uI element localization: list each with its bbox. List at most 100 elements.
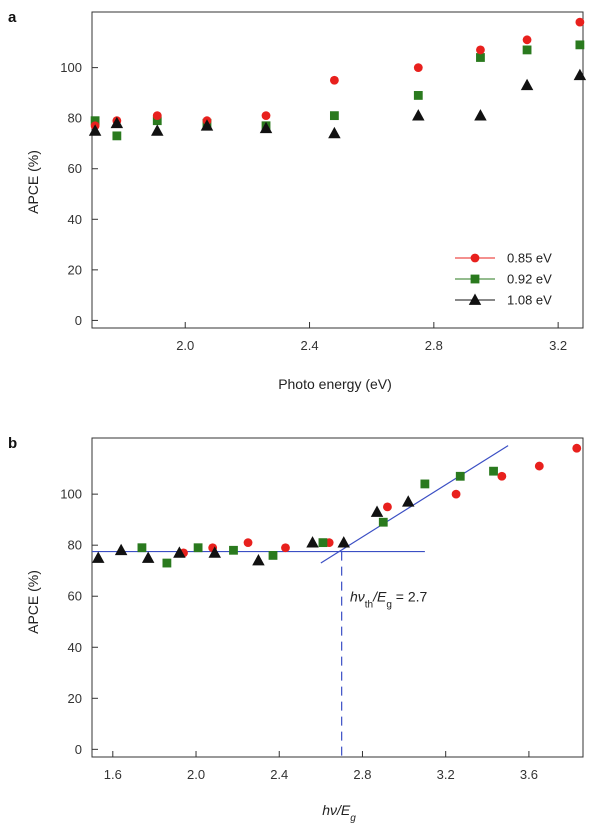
data-point-triangle [401, 495, 415, 507]
y-tick-label: 0 [75, 742, 82, 757]
data-point-circle [413, 63, 423, 73]
data-point-circle [497, 471, 507, 481]
x-tick-label: 2.4 [270, 767, 288, 782]
y-tick-label: 60 [68, 161, 82, 176]
data-point-triangle [200, 119, 214, 131]
data-point-square [229, 545, 238, 555]
data-point-square [268, 550, 278, 560]
data-point-square [137, 543, 147, 553]
data-point-square [162, 558, 172, 568]
data-point-circle [281, 543, 290, 553]
data-point-square [413, 91, 423, 100]
data-point-circle [451, 489, 461, 499]
panel-a-letter: a [8, 9, 17, 26]
data-point-triangle [110, 116, 124, 129]
data-point-circle [243, 538, 253, 548]
x-tick-label: 2.8 [425, 338, 443, 353]
panel-a: a 0 20 40 60 80 100 2.0 2.4 2.8 3.2 APCE (%) Phot… [8, 9, 587, 392]
annot-part3: = 2.7 [392, 588, 428, 604]
annot-sub1: th [365, 599, 373, 610]
annot-part1: hν [350, 588, 365, 604]
legend-marker-circle [470, 253, 480, 263]
y-tick-label: 40 [68, 640, 82, 655]
data-point-triangle [151, 124, 164, 136]
y-tick-label: 80 [68, 111, 82, 126]
data-point-circle [329, 75, 339, 85]
panel-a-ticks: 0 20 40 60 80 100 2.0 2.4 2.8 3.2 [60, 60, 567, 353]
data-point-square [455, 471, 465, 481]
data-point-triangle [88, 124, 102, 136]
data-point-circle [575, 17, 585, 27]
data-point-square [318, 538, 328, 548]
data-point-square [378, 517, 388, 527]
legend-marker-square [470, 274, 480, 284]
panel-b-xlabel: hν/Eg [322, 802, 356, 824]
data-point-triangle [252, 553, 265, 566]
data-point-triangle [173, 546, 186, 558]
panel-b-letter: b [8, 435, 17, 452]
y-tick-label: 60 [68, 589, 82, 604]
data-point-circle [572, 443, 582, 453]
fit-line [320, 445, 509, 564]
x-tick-label: 2.4 [300, 338, 318, 353]
data-point-triangle [141, 551, 155, 563]
annot-part2: /E [372, 588, 387, 604]
data-point-square [329, 111, 339, 121]
panel-a-ylabel: APCE (%) [25, 150, 41, 214]
x-tick-label: 3.6 [520, 767, 538, 782]
panel-a-plot-frame [91, 11, 584, 329]
panel-b-threshold-annotation: hνth/Eg = 2.7 [350, 588, 428, 610]
data-point-square [152, 116, 162, 126]
y-tick-label: 20 [68, 691, 82, 706]
data-point-triangle [208, 546, 221, 558]
data-point-square [476, 53, 485, 62]
x-tick-label: 1.6 [104, 767, 122, 782]
panel-b-marks [92, 443, 582, 568]
data-point-triangle [306, 536, 319, 548]
data-point-triangle [474, 109, 487, 121]
data-point-square [90, 116, 100, 126]
data-point-circle [152, 111, 162, 121]
data-point-circle [383, 502, 392, 512]
legend-label: 0.85 eV [507, 251, 552, 266]
data-point-triangle [412, 109, 425, 121]
x-tick-label: 3.2 [437, 767, 455, 782]
panel-b-xlabel-sub: g [350, 813, 356, 824]
panel-b: b 0 20 40 60 80 100 1.6 2.0 2.4 2.8 3.2 3.6 APCE (%… [8, 435, 584, 824]
data-point-triangle [337, 536, 350, 548]
annot-sub2: g [386, 599, 392, 610]
legend-label: 1.08 eV [507, 293, 552, 308]
data-point-triangle [328, 126, 341, 139]
panel-b-fit-lines [92, 445, 509, 757]
data-point-circle [522, 35, 532, 45]
data-point-circle [261, 111, 271, 121]
panel-b-xlabel-main: hν/E [322, 802, 351, 818]
panel-b-plot-frame [91, 437, 584, 758]
y-tick-label: 40 [68, 212, 82, 227]
panel-a-marks [88, 17, 587, 141]
y-tick-label: 20 [68, 262, 82, 277]
data-point-square [193, 543, 203, 553]
y-tick-label: 80 [68, 538, 82, 553]
legend-label: 0.92 eV [507, 272, 552, 287]
legend-marker-triangle [468, 293, 482, 305]
panel-a-legend: 0.85 eV 0.92 eV 1.08 eV [455, 251, 552, 308]
data-point-triangle [114, 543, 128, 556]
data-point-square [522, 45, 532, 55]
data-point-triangle [92, 551, 105, 563]
data-point-square [489, 466, 498, 476]
data-point-square [420, 479, 430, 489]
y-tick-label: 100 [60, 487, 82, 502]
x-tick-label: 2.0 [187, 767, 205, 782]
data-point-square [112, 131, 122, 141]
panel-b-ylabel: APCE (%) [25, 570, 41, 634]
panel-b-ticks: 0 20 40 60 80 100 1.6 2.0 2.4 2.8 3.2 3.6 [60, 487, 538, 782]
y-tick-label: 0 [75, 313, 82, 328]
y-tick-label: 100 [60, 60, 82, 75]
data-point-circle [534, 461, 544, 471]
x-tick-label: 2.8 [353, 767, 371, 782]
data-point-circle [476, 45, 485, 55]
x-tick-label: 3.2 [549, 338, 567, 353]
data-point-triangle [520, 78, 534, 91]
